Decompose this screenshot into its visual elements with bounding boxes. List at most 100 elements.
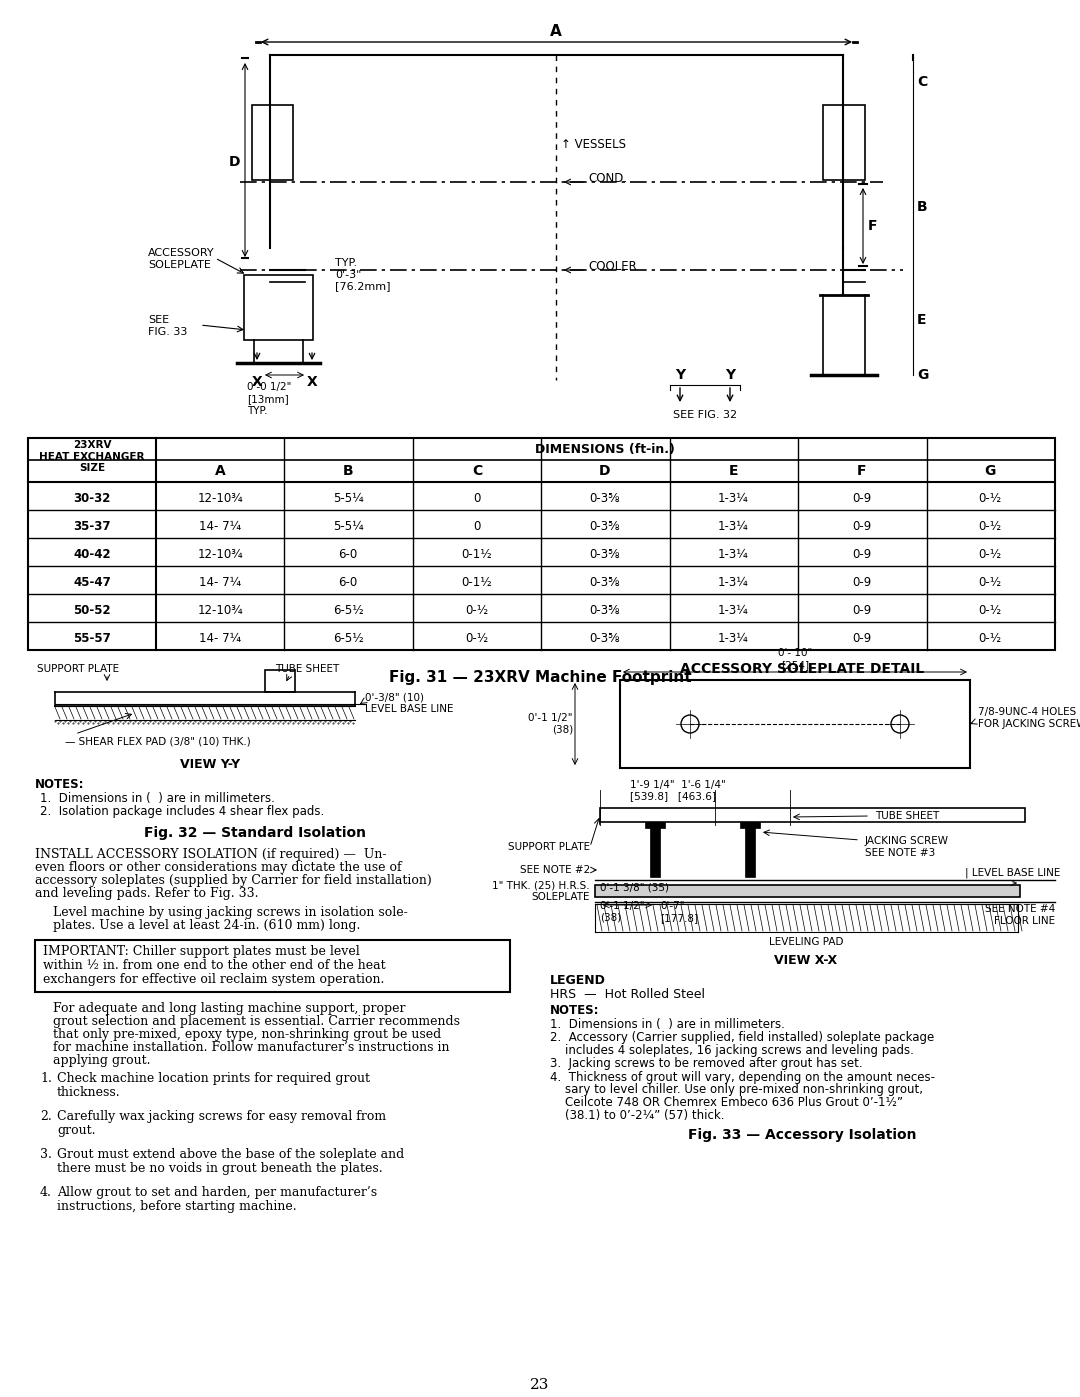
Text: includes 4 soleplates, 16 jacking screws and leveling pads.: includes 4 soleplates, 16 jacking screws… bbox=[550, 1044, 914, 1058]
Text: 0'-7": 0'-7" bbox=[660, 901, 685, 911]
Text: LEVEL BASE LINE: LEVEL BASE LINE bbox=[365, 704, 454, 714]
Text: TUBE SHEET: TUBE SHEET bbox=[875, 812, 940, 821]
Text: 1" THK. (25) H.R.S.
SOLEPLATE: 1" THK. (25) H.R.S. SOLEPLATE bbox=[492, 880, 590, 902]
Text: that only pre-mixed, epoxy type, non-shrinking grout be used: that only pre-mixed, epoxy type, non-shr… bbox=[53, 1028, 442, 1041]
Text: 1-3¼: 1-3¼ bbox=[717, 631, 748, 644]
Text: Level machine by using jacking screws in isolation sole-: Level machine by using jacking screws in… bbox=[53, 907, 408, 919]
Text: SUPPORT PLATE: SUPPORT PLATE bbox=[508, 842, 590, 852]
Text: Carefully wax jacking screws for easy removal from: Carefully wax jacking screws for easy re… bbox=[57, 1111, 387, 1123]
Text: G: G bbox=[917, 367, 929, 381]
Text: LEVELING PAD: LEVELING PAD bbox=[769, 937, 843, 947]
Text: 5-5¼: 5-5¼ bbox=[333, 492, 363, 504]
Bar bbox=[645, 821, 665, 828]
Text: 7/8-9UNC-4 HOLES
FOR JACKING SCREWS: 7/8-9UNC-4 HOLES FOR JACKING SCREWS bbox=[978, 707, 1080, 729]
Text: 0'-1 1/2": 0'-1 1/2" bbox=[600, 901, 645, 911]
Bar bbox=[740, 821, 760, 828]
Text: 0-1½: 0-1½ bbox=[461, 576, 492, 588]
Text: Fig. 32 — Standard Isolation: Fig. 32 — Standard Isolation bbox=[144, 826, 366, 840]
Text: Allow grout to set and harden, per manufacturer’s: Allow grout to set and harden, per manuf… bbox=[57, 1186, 377, 1199]
Bar bbox=[28, 439, 1055, 650]
Bar bbox=[600, 807, 1025, 821]
Text: A: A bbox=[215, 464, 226, 478]
Text: 12-10¾: 12-10¾ bbox=[198, 492, 243, 504]
Text: 2.  Accessory (Carrier supplied, field installed) soleplate package: 2. Accessory (Carrier supplied, field in… bbox=[550, 1031, 934, 1045]
Text: SUPPORT PLATE: SUPPORT PLATE bbox=[37, 664, 119, 673]
Bar bbox=[650, 821, 660, 877]
Text: 45-47: 45-47 bbox=[73, 576, 111, 588]
Text: 1.  Dimensions in (  ) are in millimeters.: 1. Dimensions in ( ) are in millimeters. bbox=[550, 1018, 785, 1031]
Text: TUBE SHEET: TUBE SHEET bbox=[275, 664, 339, 673]
Text: 0-½: 0-½ bbox=[465, 604, 488, 616]
Text: For adequate and long lasting machine support, proper: For adequate and long lasting machine su… bbox=[53, 1002, 405, 1016]
Text: HRS  —  Hot Rolled Steel: HRS — Hot Rolled Steel bbox=[550, 988, 705, 1002]
Text: SEE NOTE #4
FLOOR LINE: SEE NOTE #4 FLOOR LINE bbox=[985, 904, 1055, 926]
Text: 3.  Jacking screws to be removed after grout has set.: 3. Jacking screws to be removed after gr… bbox=[550, 1058, 863, 1070]
Text: Y: Y bbox=[675, 367, 685, 381]
Text: JACKING SCREW
SEE NOTE #3: JACKING SCREW SEE NOTE #3 bbox=[865, 835, 949, 858]
Text: instructions, before starting machine.: instructions, before starting machine. bbox=[57, 1200, 297, 1213]
Text: D: D bbox=[229, 155, 240, 169]
Text: 6-0: 6-0 bbox=[338, 576, 357, 588]
Text: TYP.: TYP. bbox=[247, 407, 268, 416]
Text: 0-9: 0-9 bbox=[852, 492, 872, 504]
Text: [177.8]: [177.8] bbox=[660, 914, 698, 923]
Bar bbox=[745, 821, 755, 877]
Text: sary to level chiller. Use only pre-mixed non-shrinking grout,: sary to level chiller. Use only pre-mixe… bbox=[550, 1084, 923, 1097]
Text: and leveling pads. Refer to Fig. 33.: and leveling pads. Refer to Fig. 33. bbox=[35, 887, 258, 900]
Text: 6-5½: 6-5½ bbox=[333, 631, 363, 644]
Text: 0-3⅝: 0-3⅝ bbox=[590, 631, 620, 644]
Text: LEGEND: LEGEND bbox=[550, 974, 606, 988]
Text: SEE
FIG. 33: SEE FIG. 33 bbox=[148, 314, 187, 337]
Text: F: F bbox=[868, 219, 877, 233]
Text: 30-32: 30-32 bbox=[73, 492, 110, 504]
Text: within ½ in. from one end to the other end of the heat: within ½ in. from one end to the other e… bbox=[43, 958, 386, 972]
Text: 0'-0 1/2": 0'-0 1/2" bbox=[247, 381, 292, 393]
Text: 0'-3/8" (10): 0'-3/8" (10) bbox=[365, 692, 424, 703]
Text: 0-9: 0-9 bbox=[852, 520, 872, 532]
Text: 14- 7¼: 14- 7¼ bbox=[199, 576, 241, 588]
Text: grout.: grout. bbox=[57, 1125, 95, 1137]
Bar bbox=[595, 886, 1020, 897]
Text: 2.: 2. bbox=[40, 1111, 52, 1123]
Text: grout selection and placement is essential. Carrier recommends: grout selection and placement is essenti… bbox=[53, 1016, 460, 1028]
Text: 0'- 10"
[254]: 0'- 10" [254] bbox=[778, 648, 812, 671]
Text: (38): (38) bbox=[600, 914, 621, 923]
Text: 2.  Isolation package includes 4 shear flex pads.: 2. Isolation package includes 4 shear fl… bbox=[40, 805, 324, 819]
Text: C: C bbox=[917, 75, 928, 89]
Text: B: B bbox=[917, 200, 928, 214]
Text: 12-10¾: 12-10¾ bbox=[198, 548, 243, 560]
Text: SEE NOTE #2: SEE NOTE #2 bbox=[519, 865, 590, 875]
Text: 1.  Dimensions in (  ) are in millimeters.: 1. Dimensions in ( ) are in millimeters. bbox=[40, 792, 275, 805]
Text: 14- 7¼: 14- 7¼ bbox=[199, 631, 241, 644]
Text: — SHEAR FLEX PAD (3/8" (10) THK.): — SHEAR FLEX PAD (3/8" (10) THK.) bbox=[65, 736, 251, 746]
Text: INSTALL ACCESSORY ISOLATION (if required) —  Un-: INSTALL ACCESSORY ISOLATION (if required… bbox=[35, 848, 387, 861]
Text: 23XRV
HEAT EXCHANGER
SIZE: 23XRV HEAT EXCHANGER SIZE bbox=[39, 440, 145, 474]
Text: X: X bbox=[252, 374, 262, 388]
Text: DIMENSIONS (ft-in.): DIMENSIONS (ft-in.) bbox=[535, 443, 675, 455]
Text: E: E bbox=[728, 464, 738, 478]
Text: E: E bbox=[917, 313, 927, 327]
Text: 0-3⅝: 0-3⅝ bbox=[590, 520, 620, 532]
Text: 0-3⅝: 0-3⅝ bbox=[590, 604, 620, 616]
Text: 4.  Thickness of grout will vary, depending on the amount neces-: 4. Thickness of grout will vary, dependi… bbox=[550, 1071, 935, 1084]
Text: exchangers for effective oil reclaim system operation.: exchangers for effective oil reclaim sys… bbox=[43, 972, 384, 986]
Text: 0-½: 0-½ bbox=[465, 631, 488, 644]
Text: 14- 7¼: 14- 7¼ bbox=[199, 520, 241, 532]
Text: 6-0: 6-0 bbox=[338, 548, 357, 560]
Bar bbox=[252, 105, 293, 180]
Text: COND.: COND. bbox=[588, 172, 627, 184]
Text: TYP.
0'-3"
[76.2mm]: TYP. 0'-3" [76.2mm] bbox=[335, 258, 391, 291]
Text: COOLER: COOLER bbox=[588, 260, 637, 272]
Text: ACCESSORY
SOLEPLATE: ACCESSORY SOLEPLATE bbox=[148, 249, 215, 270]
Text: F: F bbox=[858, 464, 867, 478]
Text: 50-52: 50-52 bbox=[73, 604, 111, 616]
Text: 0'-1 3/8" (35): 0'-1 3/8" (35) bbox=[600, 883, 669, 893]
Bar bbox=[620, 680, 970, 768]
Text: accessory soleplates (supplied by Carrier for field installation): accessory soleplates (supplied by Carrie… bbox=[35, 875, 432, 887]
Text: [13mm]: [13mm] bbox=[247, 394, 288, 404]
Text: 3.: 3. bbox=[40, 1148, 52, 1161]
Text: applying grout.: applying grout. bbox=[53, 1053, 150, 1067]
Text: VIEW Y-Y: VIEW Y-Y bbox=[180, 759, 240, 771]
Text: Ceilcote 748 OR Chemrex Embeco 636 Plus Grout 0’-1½”: Ceilcote 748 OR Chemrex Embeco 636 Plus … bbox=[550, 1097, 903, 1109]
Text: 1.: 1. bbox=[40, 1071, 52, 1085]
